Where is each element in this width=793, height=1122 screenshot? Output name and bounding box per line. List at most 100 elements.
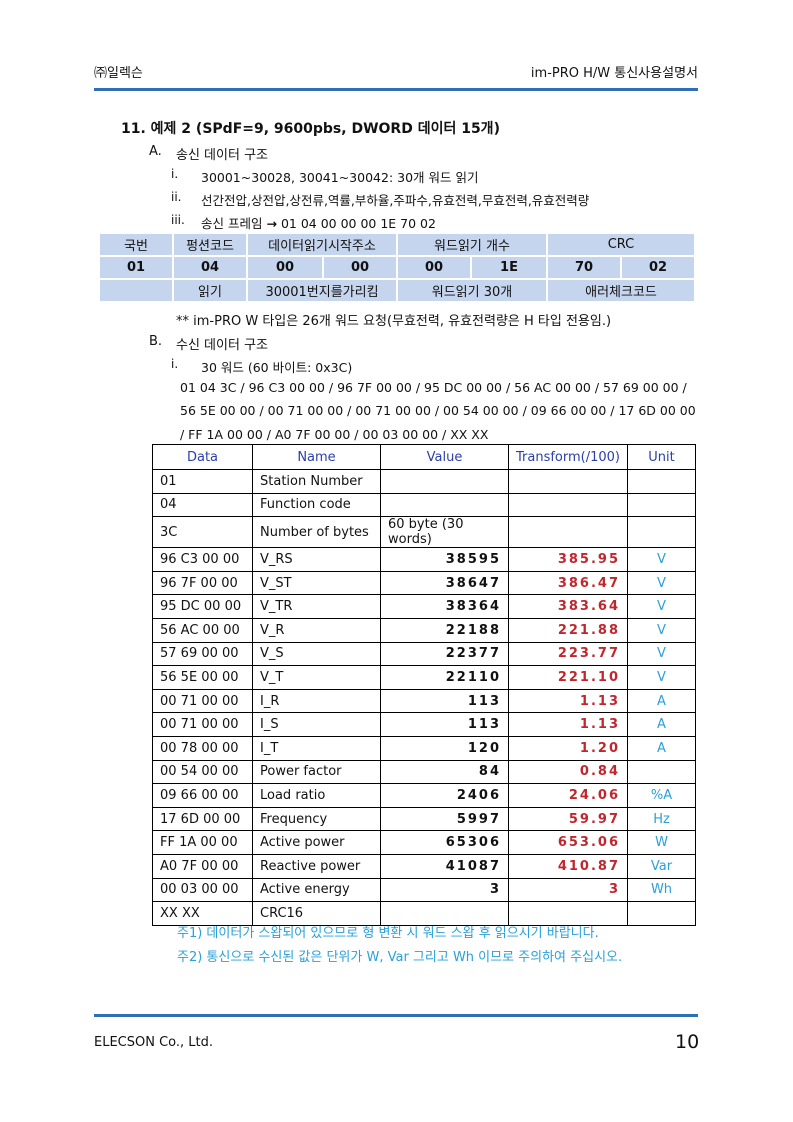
unit-cell: V [627, 641, 696, 667]
hex-line: 56 5E 00 00 / 00 71 00 00 / 00 71 00 00 … [180, 403, 696, 418]
unit-cell: Hz [627, 806, 696, 832]
table-row: 96 7F 00 00 V_ST 38647 386.47 V [152, 570, 696, 596]
column-header: Name [252, 444, 381, 470]
value-cell: 113 [380, 712, 509, 737]
table-row: 95 DC 00 00 V_TR 38364 383.64 V [152, 594, 696, 619]
frame-byte-cell: 04 [174, 257, 246, 278]
data-cell: 00 54 00 00 [152, 759, 253, 785]
item-text: 30001~30028, 30041~30042: 30개 워드 읽기 [201, 170, 479, 185]
frame-byte-cell: 70 [548, 257, 620, 278]
value-cell: 60 byte (30 words) [380, 516, 509, 549]
value-cell: 2406 [380, 783, 509, 808]
transform-cell: 653.06 [508, 830, 628, 855]
table-row: 00 71 00 00 I_R 113 1.13 A [152, 688, 696, 714]
section-b-label: 수신 데이터 구조 [176, 338, 268, 353]
column-header: Data [152, 444, 253, 470]
column-header: Unit [627, 444, 696, 470]
table-row: 00 03 00 00 Active energy 3 3 Wh [152, 877, 696, 903]
data-cell: 96 7F 00 00 [152, 570, 253, 596]
table-row: 00 71 00 00 I_S 113 1.13 A [152, 712, 696, 737]
name-cell: V_TR [252, 594, 381, 619]
header-doc-title: im-PRO H/W 통신사용설명서 [530, 66, 698, 81]
hex-line: 01 04 3C / 96 C3 00 00 / 96 7F 00 00 / 9… [180, 380, 687, 395]
table-row: 17 6D 00 00 Frequency 5997 59.97 Hz [152, 806, 696, 832]
frame-header-cell: 워드읽기 개수 [398, 234, 546, 255]
table-row: 09 66 00 00 Load ratio 2406 24.06 %A [152, 783, 696, 808]
section-a-marker: A. [149, 144, 162, 159]
w-type-note: ** im-PRO W 타입은 26개 워드 요청(무효전력, 유효전력량은 H… [176, 314, 612, 329]
frame-header-row: 국번 펑션코드 데이터읽기시작주소 워드읽기 개수 CRC [100, 234, 694, 255]
value-cell: 120 [380, 735, 509, 761]
column-header: Transform(/100) [508, 444, 628, 470]
unit-cell [627, 516, 696, 549]
send-frame-label: 송신 프레임 [201, 216, 263, 231]
name-cell: Active power [252, 830, 381, 855]
data-cell: 04 [152, 492, 253, 518]
transform-cell [508, 516, 628, 549]
unit-cell: V [627, 547, 696, 572]
table-row: 96 C3 00 00 V_RS 38595 385.95 V [152, 547, 696, 572]
frame-header-cell: 데이터읽기시작주소 [248, 234, 396, 255]
data-cell: XX XX [152, 901, 253, 926]
frame-header-cell: 국번 [100, 234, 172, 255]
transform-cell: 0.84 [508, 759, 628, 785]
name-cell: Frequency [252, 806, 381, 832]
data-cell: 3C [152, 516, 253, 549]
transform-cell [508, 492, 628, 518]
name-cell: I_R [252, 688, 381, 714]
name-cell: V_ST [252, 570, 381, 596]
send-frame-table: 국번 펑션코드 데이터읽기시작주소 워드읽기 개수 CRC 01 04 00 0… [98, 232, 696, 303]
send-frame-bytes: 01 04 00 00 00 1E 70 02 [280, 216, 436, 231]
unit-cell: Wh [627, 877, 696, 903]
name-cell: Function code [252, 492, 381, 518]
data-cell: FF 1A 00 00 [152, 830, 253, 855]
table-header-row: Data Name Value Transform(/100) Unit [152, 444, 696, 470]
transform-cell: 410.87 [508, 853, 628, 879]
value-cell: 22188 [380, 617, 509, 643]
name-cell: Active energy [252, 877, 381, 903]
transform-cell [508, 901, 628, 926]
item-text: 선간전압,상전압,상전류,역률,부하율,주파수,유효전력,무효전력,유효전력량 [201, 193, 590, 208]
value-cell: 65306 [380, 830, 509, 855]
name-cell: CRC16 [252, 901, 381, 926]
value-cell: 38364 [380, 594, 509, 619]
table-row: 56 AC 00 00 V_R 22188 221.88 V [152, 617, 696, 643]
transform-cell: 1.13 [508, 712, 628, 737]
item-marker: i. [171, 167, 179, 181]
name-cell: Station Number [252, 469, 381, 494]
transform-cell: 385.95 [508, 547, 628, 572]
frame-byte-cell: 01 [100, 257, 172, 278]
hex-line: / FF 1A 00 00 / A0 7F 00 00 / 00 03 00 0… [180, 427, 489, 442]
data-cell: 95 DC 00 00 [152, 594, 253, 619]
table-row: 57 69 00 00 V_S 22377 223.77 V [152, 641, 696, 667]
unit-cell [627, 469, 696, 494]
frame-desc-cell: 30001번지를가리킴 [248, 280, 396, 301]
frame-byte-cell: 1E [472, 257, 546, 278]
value-cell: 22110 [380, 665, 509, 690]
value-cell: 113 [380, 688, 509, 714]
section-title: 11. 예제 2 (SPdF=9, 9600pbs, DWORD 데이터 15개… [121, 121, 500, 137]
table-row: 04 Function code [152, 492, 696, 518]
column-header: Value [380, 444, 509, 470]
note-2: 주2) 통신으로 수신된 값은 단위가 W, Var 그리고 Wh 이므로 주의… [177, 950, 623, 965]
value-cell: 22377 [380, 641, 509, 667]
data-cell: 09 66 00 00 [152, 783, 253, 808]
footer-company: ELECSON Co., Ltd. [94, 1035, 214, 1050]
unit-cell: W [627, 830, 696, 855]
frame-byte-cell: 00 [398, 257, 470, 278]
footer-rule [94, 1014, 698, 1017]
item-marker: ii. [171, 190, 182, 204]
name-cell: V_R [252, 617, 381, 643]
transform-cell: 3 [508, 877, 628, 903]
table-row: FF 1A 00 00 Active power 65306 653.06 W [152, 830, 696, 855]
section-b-marker: B. [149, 334, 163, 349]
unit-cell: V [627, 570, 696, 596]
frame-bytes-row: 01 04 00 00 00 1E 70 02 [100, 257, 694, 278]
transform-cell: 24.06 [508, 783, 628, 808]
unit-cell: A [627, 735, 696, 761]
value-cell: 3 [380, 877, 509, 903]
frame-desc-cell: 읽기 [174, 280, 246, 301]
transform-cell: 221.88 [508, 617, 628, 643]
note-1: 주1) 데이터가 스왑되어 있으므로 형 변환 시 워드 스왑 후 읽으시기 바… [177, 926, 599, 941]
frame-byte-cell: 00 [248, 257, 322, 278]
